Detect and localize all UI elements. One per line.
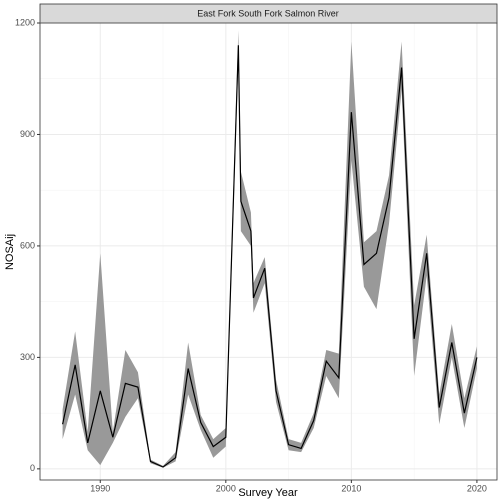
y-tick-label: 300	[20, 352, 35, 362]
y-tick-label: 600	[20, 240, 35, 250]
y-tick-label: 900	[20, 129, 35, 139]
facet-title: East Fork South Fork Salmon River	[197, 8, 339, 18]
x-axis-label: Survey Year	[238, 487, 298, 499]
data-line	[62, 45, 478, 468]
x-tick-label: 2000	[216, 483, 236, 493]
y-tick-label: 1200	[15, 17, 35, 27]
confidence-band	[62, 30, 477, 468]
x-tick-label: 2010	[341, 483, 361, 493]
panel-border	[39, 22, 498, 481]
x-tick-label: 2020	[467, 483, 487, 493]
y-tick-label: 0	[30, 463, 35, 473]
x-tick-label: 1990	[90, 483, 110, 493]
y-axis-label: NOSAij	[4, 234, 16, 270]
